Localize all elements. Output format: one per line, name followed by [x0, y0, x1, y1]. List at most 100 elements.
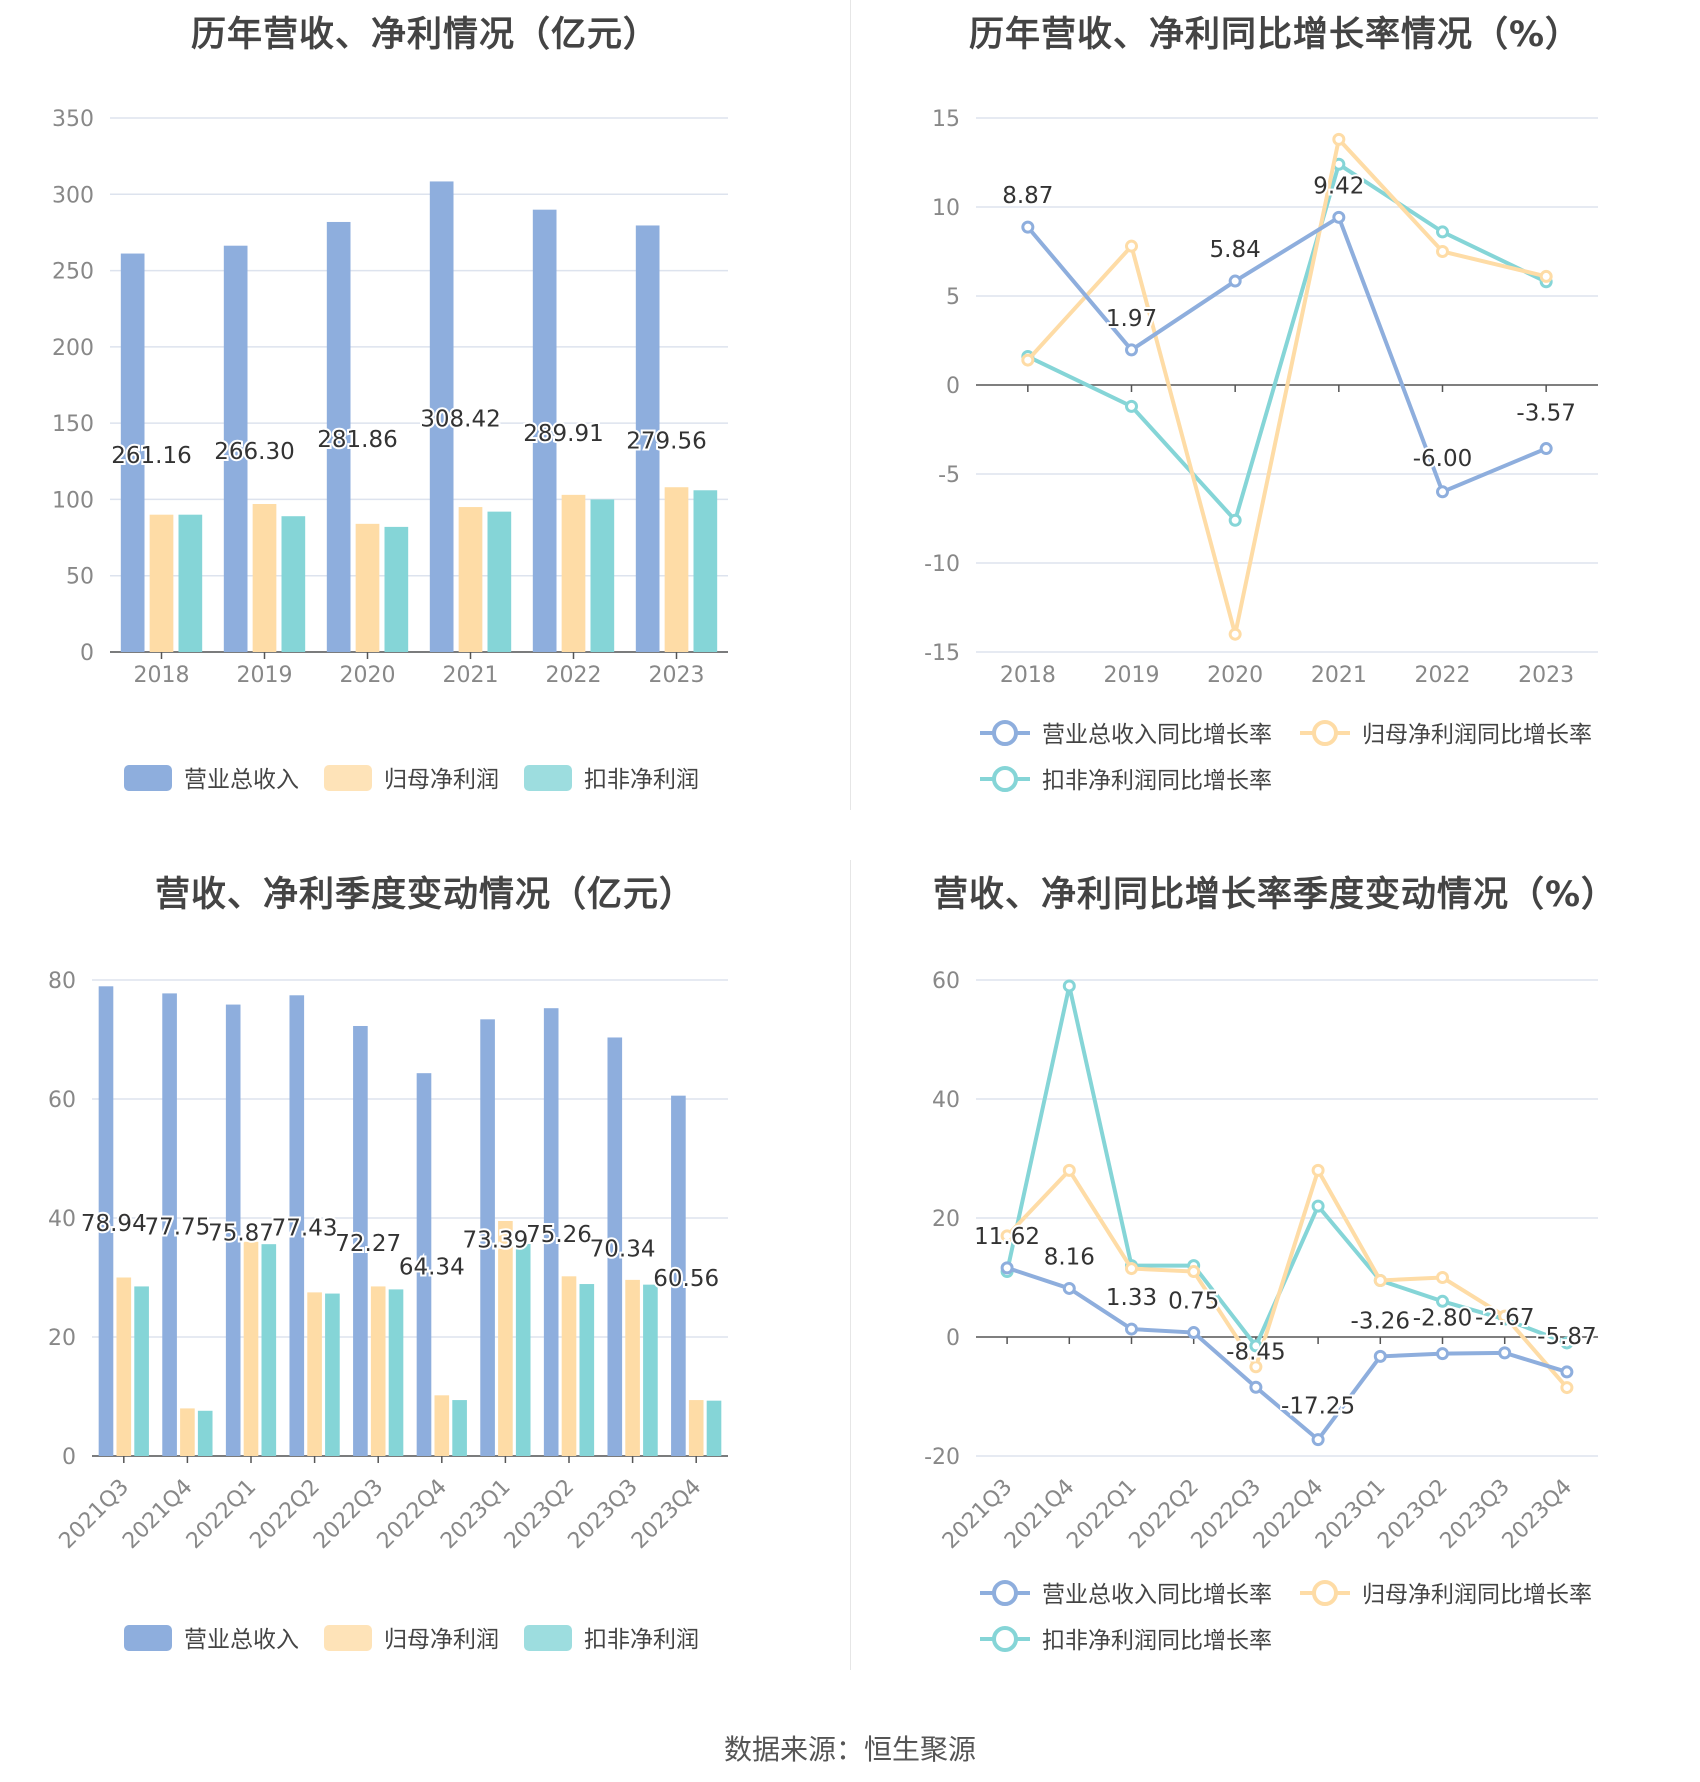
bar: [326, 221, 351, 653]
series-line: [1026, 214, 1547, 495]
legend-swatch: [524, 1625, 572, 1651]
data-point: [1062, 1163, 1076, 1177]
data-point: [1332, 210, 1346, 224]
data-point: [1436, 1294, 1449, 1308]
x-tick-label: 2020: [1207, 663, 1263, 688]
bar: [355, 523, 380, 652]
data-label: 73.39: [462, 1228, 528, 1254]
y-tick-label: 10: [932, 196, 960, 221]
x-tick-label: 2023Q2: [500, 1475, 579, 1554]
data-label: 11.62: [974, 1224, 1040, 1250]
data-point: [1125, 239, 1138, 253]
annual-bar-chart: 0 50 100 150 200 250 300 350 2018 2019 2020 2021 202…: [52, 107, 728, 793]
data-label: -17.25: [1281, 1394, 1355, 1420]
data-label: 75.26: [526, 1222, 592, 1248]
bar: [643, 1284, 658, 1456]
data-point: [1062, 979, 1076, 993]
data-label: 266.30: [214, 439, 294, 465]
quarterly-bar-panel: 营收、净利季度变动情况（亿元） 0 20 40 60 80 2021Q3 2021Q4 202…: [0, 860, 850, 1680]
bar: [120, 253, 145, 652]
data-point: [1436, 1271, 1449, 1284]
data-label: 70.34: [590, 1237, 656, 1263]
x-tick-label: 2022Q4: [373, 1475, 452, 1554]
data-point: [1125, 343, 1138, 357]
legend-label: 扣非净利润: [584, 1627, 699, 1653]
data-point: [1187, 1265, 1201, 1279]
bar: [590, 499, 615, 652]
y-tick-label: 5: [946, 285, 960, 310]
data-point: [1249, 1380, 1263, 1394]
y-tick-label: 100: [52, 488, 94, 513]
data-label: -2.67: [1475, 1305, 1535, 1331]
data-point: [1311, 1433, 1325, 1447]
bar: [243, 1241, 259, 1456]
bar: [561, 494, 586, 652]
bar: [116, 1277, 132, 1456]
legend-label: 营业总收入同比增长率: [1042, 722, 1272, 748]
data-label: 308.42: [420, 407, 500, 433]
legend-marker: [992, 720, 1018, 746]
bar: [515, 1242, 531, 1456]
bar: [625, 1279, 640, 1456]
legend-marker: [1312, 1580, 1338, 1606]
x-tick-label: 2022Q1: [182, 1475, 261, 1554]
data-point: [1249, 1360, 1263, 1374]
vertical-divider-bottom: [850, 860, 851, 1670]
data-label: 9.42: [1313, 173, 1364, 199]
x-tick-label: 2018: [1000, 663, 1056, 688]
legend-label: 归母净利润: [384, 767, 499, 793]
bar: [671, 1095, 686, 1456]
chart-title: 营收、净利同比增长率季度变动情况（%）: [932, 875, 1618, 915]
data-label: -5.87: [1537, 1324, 1597, 1350]
y-tick-label: 50: [66, 565, 94, 590]
data-point: [1560, 1381, 1574, 1395]
data-point: [1311, 1199, 1325, 1213]
legend-label: 扣非净利润: [584, 767, 699, 793]
y-tick-label: -15: [924, 641, 960, 666]
series-line: [1005, 985, 1568, 1350]
data-point: [1311, 1163, 1325, 1177]
bar: [149, 514, 174, 652]
data-label: 78.94: [81, 1211, 147, 1237]
bar: [281, 516, 306, 652]
y-tick-label: 250: [52, 260, 94, 285]
data-point: [1560, 1336, 1574, 1350]
legend-swatch: [324, 1625, 372, 1651]
data-label: 75.87: [208, 1220, 274, 1246]
x-tick-label: 2021Q4: [118, 1475, 197, 1554]
x-tick-label: 2021: [443, 663, 499, 688]
data-point: [1021, 220, 1035, 234]
y-tick-label: 40: [932, 1088, 960, 1113]
chart-title: 历年营收、净利同比增长率情况（%）: [968, 15, 1582, 55]
bar: [261, 1244, 277, 1456]
bar: [458, 507, 483, 652]
data-label: -8.45: [1226, 1339, 1286, 1365]
series-line: [1006, 1265, 1568, 1443]
y-tick-label: 0: [946, 1326, 960, 1351]
data-source-footer: 数据来源：恒生聚源: [723, 1733, 976, 1766]
y-tick-label: 60: [48, 1088, 76, 1113]
legend-label: 营业总收入: [184, 1627, 299, 1653]
x-tick-label: 2023: [1518, 663, 1574, 688]
bar: [134, 1286, 149, 1456]
data-point: [1436, 1347, 1449, 1361]
y-tick-label: -10: [924, 552, 960, 577]
data-label: 279.56: [626, 429, 706, 455]
data-label: 77.43: [272, 1216, 338, 1242]
x-tick-label: 2023Q4: [1498, 1475, 1577, 1554]
bar: [162, 993, 177, 1456]
y-tick-label: 0: [62, 1445, 76, 1470]
x-tick-label: 2018: [134, 663, 190, 688]
data-label: 1.97: [1106, 306, 1157, 332]
bar: [429, 181, 454, 652]
bar: [434, 1395, 450, 1456]
data-label: 8.87: [1002, 183, 1053, 209]
y-tick-label: 20: [932, 1207, 960, 1232]
y-tick-label: 60: [932, 969, 960, 994]
y-tick-label: 200: [52, 336, 94, 361]
bar: [289, 995, 305, 1456]
data-label: 60.56: [653, 1266, 719, 1292]
bar: [487, 511, 512, 652]
y-tick-label: -5: [938, 463, 960, 488]
data-point: [1560, 1365, 1574, 1379]
